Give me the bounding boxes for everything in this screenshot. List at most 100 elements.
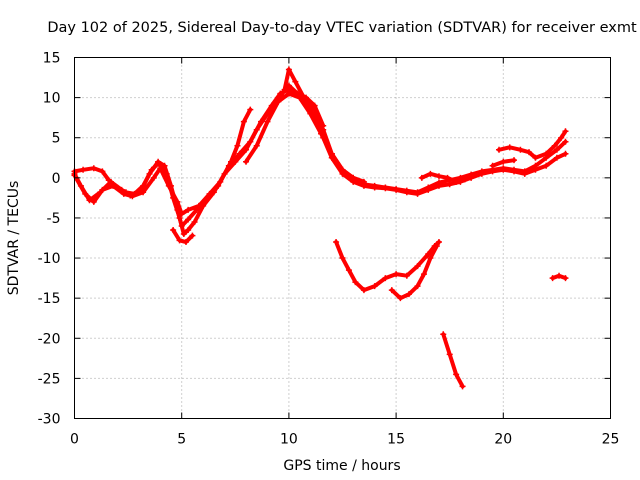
data-point <box>176 214 183 221</box>
data-point <box>105 177 112 184</box>
data-point <box>543 162 550 169</box>
data-point <box>496 146 503 153</box>
series-line <box>497 129 568 160</box>
x-tick-label: 15 <box>387 432 405 448</box>
y-tick-label: -15 <box>38 291 61 307</box>
data-point <box>352 279 359 286</box>
series-track-6 <box>275 82 327 129</box>
data-point <box>414 283 421 290</box>
y-tick-label: -30 <box>38 412 61 428</box>
data-point <box>176 237 183 244</box>
data-point <box>393 186 400 193</box>
data-point <box>339 166 346 173</box>
data-point <box>328 150 335 157</box>
series-line <box>72 87 568 228</box>
data-point <box>427 170 434 177</box>
data-point <box>453 178 460 185</box>
data-point <box>170 226 177 233</box>
data-point <box>382 275 389 282</box>
data-point <box>425 184 432 191</box>
data-point <box>345 267 352 274</box>
series-line <box>334 240 441 293</box>
data-point <box>453 371 460 378</box>
data-point <box>189 232 196 239</box>
data-point <box>562 138 569 145</box>
data-point <box>478 168 485 175</box>
x-tick-label: 10 <box>280 432 298 448</box>
x-tick-label: 0 <box>70 432 79 448</box>
data-point <box>206 190 213 197</box>
data-point <box>427 255 434 262</box>
data-point <box>382 184 389 191</box>
data-point <box>180 230 187 237</box>
y-tick-label: -10 <box>38 251 61 267</box>
data-layer <box>71 66 569 390</box>
data-point <box>303 94 310 101</box>
data-point <box>371 283 378 290</box>
data-point <box>264 118 271 125</box>
data-point <box>140 189 147 196</box>
data-point <box>551 142 558 149</box>
data-point <box>532 162 539 169</box>
series-track-11 <box>489 157 518 169</box>
data-point <box>360 178 367 185</box>
data-point <box>110 182 117 189</box>
data-point <box>556 272 563 279</box>
data-point <box>157 165 164 172</box>
y-tick-labels: -30 -25 -20 -15 -10 -5 0 5 10 15 <box>38 51 61 428</box>
data-point <box>275 94 282 101</box>
data-point <box>294 90 301 97</box>
data-point <box>521 168 528 175</box>
data-point <box>148 166 155 173</box>
data-point <box>150 174 157 181</box>
series-track-5 <box>243 66 367 185</box>
data-point <box>397 295 404 302</box>
data-point <box>90 198 97 205</box>
data-point <box>360 287 367 294</box>
data-point <box>553 154 560 161</box>
data-point <box>414 263 421 270</box>
data-point <box>562 150 569 157</box>
series-line <box>72 91 568 236</box>
series-line <box>244 67 366 184</box>
data-point <box>140 182 147 189</box>
data-point <box>446 351 453 358</box>
data-point <box>435 239 442 246</box>
data-point <box>403 187 410 194</box>
data-point <box>526 149 533 156</box>
data-point <box>243 158 250 165</box>
data-point <box>562 128 569 135</box>
data-point <box>435 179 442 186</box>
data-point <box>99 186 106 193</box>
data-point <box>489 162 496 169</box>
y-tick-label: 15 <box>43 51 61 67</box>
data-point <box>444 174 451 181</box>
data-point <box>468 171 475 178</box>
plot-frame <box>74 57 611 419</box>
data-point <box>217 178 224 185</box>
data-point <box>511 157 518 164</box>
data-point <box>350 174 357 181</box>
data-point <box>99 168 106 175</box>
data-point <box>195 202 202 209</box>
data-point <box>240 118 247 125</box>
data-point <box>253 142 260 149</box>
data-point <box>285 66 292 73</box>
data-point <box>185 226 192 233</box>
data-point <box>185 206 192 213</box>
y-axis-label: SDTVAR / TECUs <box>6 181 22 296</box>
data-point <box>435 173 442 180</box>
chart-title: Day 102 of 2025, Sidereal Day-to-day VTE… <box>47 20 637 36</box>
data-point <box>228 158 235 165</box>
series-track-1 <box>71 86 569 229</box>
series-line <box>276 83 326 128</box>
data-point <box>182 239 189 246</box>
data-point <box>418 174 425 181</box>
data-point <box>339 255 346 262</box>
grid <box>74 57 611 419</box>
data-point <box>191 218 198 225</box>
data-point <box>553 146 560 153</box>
series-track-3 <box>71 106 254 217</box>
data-point <box>174 198 181 205</box>
